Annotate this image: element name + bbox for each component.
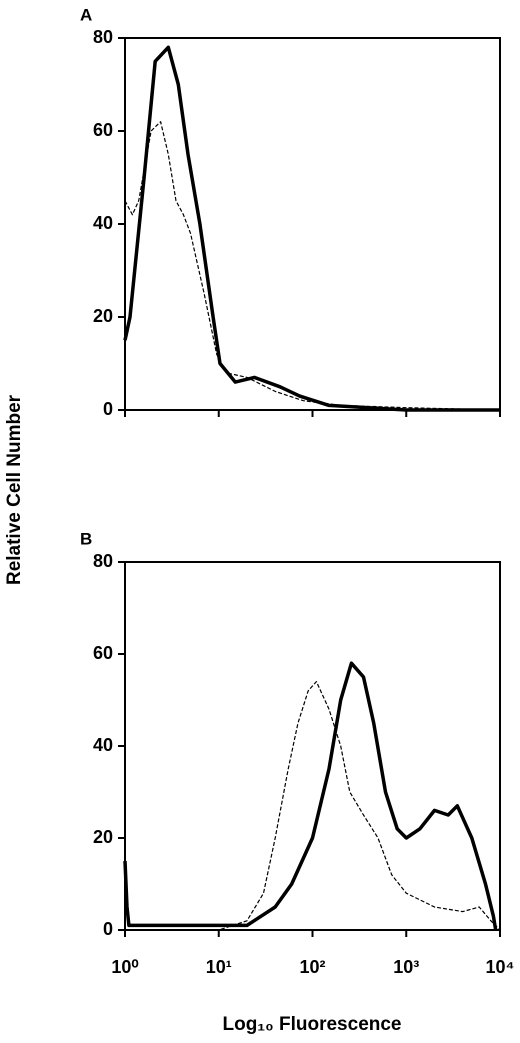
x-tick-label: 10⁰: [111, 957, 138, 977]
y-tick-label: 0: [103, 919, 113, 939]
x-tick-label: 10³: [393, 957, 419, 977]
x-tick-label: 10⁴: [486, 957, 515, 977]
data-line: [123, 661, 498, 931]
y-tick-label: 40: [93, 735, 113, 755]
panel-label: B: [80, 529, 92, 548]
panel-label: A: [80, 5, 92, 24]
data-line: [123, 45, 500, 412]
plot-frame: [124, 561, 501, 931]
x-axis-label: Log₁₀ Fluorescence: [222, 1014, 401, 1035]
y-tick-label: 80: [93, 551, 113, 571]
y-tick-label: 60: [93, 120, 113, 140]
x-tick-label: 10¹: [206, 957, 232, 977]
y-tick-label: 20: [93, 827, 113, 847]
data-line: [125, 681, 501, 931]
y-tick-label: 60: [93, 643, 113, 663]
y-tick-label: 0: [103, 399, 113, 419]
y-tick-label: 20: [93, 306, 113, 326]
y-axis-label: Relative Cell Number: [4, 394, 25, 585]
x-tick-label: 10²: [299, 957, 325, 977]
y-tick-label: 40: [93, 213, 113, 233]
y-tick-label: 80: [93, 27, 113, 47]
data-line: [124, 121, 501, 411]
